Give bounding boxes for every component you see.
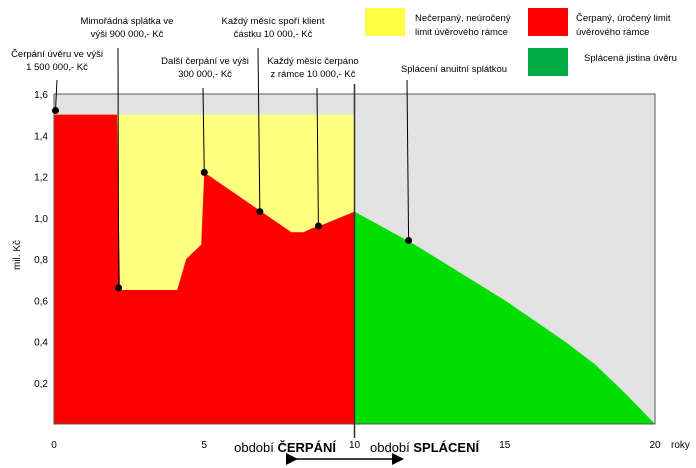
annotation-text: Mimořádná splátka ve	[81, 16, 174, 27]
annotation-marker	[314, 222, 322, 230]
y-tick-label: 1,4	[34, 131, 48, 142]
legend-label: Čerpaný, úročený limit	[576, 13, 671, 24]
annotation-leader-line	[406, 79, 410, 241]
legend: Nečerpaný, neúročený limit úvěrového rámc…	[365, 8, 677, 76]
x-tick-label: 20	[649, 440, 661, 451]
annotation-leader-line	[55, 79, 58, 111]
y-tick-label: 1,0	[34, 214, 48, 225]
y-tick-label: 0,4	[34, 338, 48, 349]
legend-label: úvěrového rámce	[576, 27, 649, 38]
area-drawn-limit	[54, 114, 355, 424]
annotation-leader-line	[316, 87, 319, 227]
annotation-marker	[405, 236, 413, 244]
annotation-text: Každý měsíc čerpáno	[267, 56, 358, 67]
period-repayment-label: období SPLÁCENÍ	[370, 440, 479, 455]
x-axis-unit-label: roky	[671, 440, 690, 451]
y-tick-label: 1,6	[34, 90, 48, 101]
annotation-marker	[52, 107, 60, 114]
legend-label: Splácená jistina úvěru	[584, 53, 677, 64]
annotation-marker	[200, 168, 208, 176]
plot-frame	[53, 84, 656, 438]
annotation-text: částku 10 000,- Kč	[234, 29, 313, 40]
y-tick-label: 0,8	[34, 255, 48, 266]
area-repaid-principal	[354, 211, 655, 424]
y-tick-label: 1,2	[34, 173, 48, 184]
period-labels: období ČERPÁNÍ období SPLÁCENÍ	[234, 440, 479, 465]
annotation-leader-line	[257, 47, 261, 212]
legend-swatch	[528, 48, 568, 76]
annotation-text: 300 000,- Kč	[178, 69, 232, 80]
legend-label: Nečerpaný, neúročený	[415, 13, 511, 24]
y-axis-ticks: 0,2 0,4 0,6 0,8 1,0 1,2 1,4 1,6	[34, 90, 48, 390]
legend-swatch	[528, 8, 568, 36]
annotation-text: Splácení anuitní splátkou	[401, 64, 507, 75]
y-tick-label: 0,6	[34, 296, 48, 307]
annotation-text: 1 500 000,- Kč	[26, 62, 88, 73]
annotations: Čerpání úvěru ve výši 1 500 000,- Kč Mimoř…	[11, 16, 507, 292]
annotation-text: Další čerpání ve výši	[161, 56, 249, 67]
legend-label: limit úvěrového rámce	[415, 27, 508, 38]
x-tick-label: 15	[499, 440, 511, 451]
annotation-leader-line	[202, 87, 205, 173]
annotation-marker	[256, 208, 264, 216]
x-axis-ticks: 0 5 10 15 20	[51, 440, 661, 451]
annotation-marker	[115, 284, 123, 292]
annotation-leader-line	[117, 47, 120, 288]
annotation-text: výši 900 000,- Kč	[91, 29, 164, 40]
x-tick-label: 0	[51, 440, 57, 451]
legend-swatch	[365, 8, 405, 36]
y-tick-label: 0,2	[34, 379, 48, 390]
x-tick-label: 10	[349, 440, 361, 451]
x-tick-label: 5	[201, 440, 207, 451]
period-drawing-label: období ČERPÁNÍ	[234, 440, 336, 455]
annotation-text: z rámce 10 000,- Kč	[270, 69, 355, 80]
annotation-text: Každý měsíc spoří klient	[222, 16, 325, 27]
annotation-text: Čerpání úvěru ve výši	[11, 49, 103, 60]
y-axis-label: mil. Kč	[12, 240, 23, 270]
